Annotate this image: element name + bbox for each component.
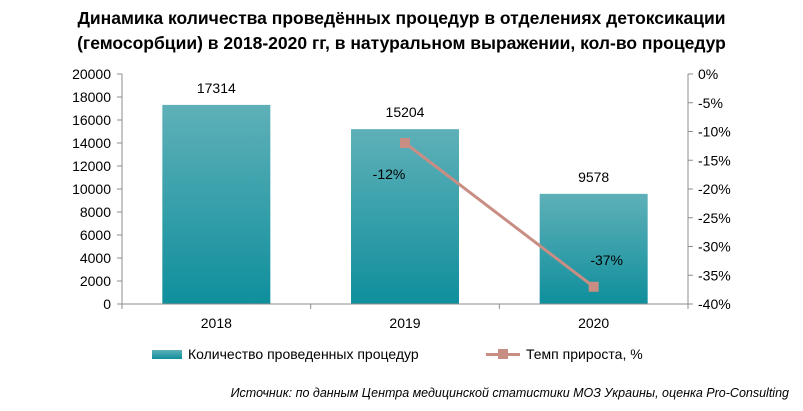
legend-item-bars: Количество проведенных процедур [152,346,419,362]
chart-title: Динамика количества проведённых процедур… [0,6,803,56]
x-tick-label-2020: 2020 [578,315,609,331]
y-right-tick-label: -5% [698,95,723,111]
bar-2018 [162,104,271,304]
y-left-tick-label: 20000 [72,66,111,82]
y-left-tick-label: 10000 [72,181,111,197]
y-left-tick-label: 2000 [80,273,111,289]
legend-line-swatch [486,348,520,360]
chart-plot: 17314 15204 9578 0 2000 4000 6000 8000 10000 1200… [72,66,731,331]
legend: Количество проведенных процедур Темп при… [0,346,803,370]
growth-rate-marker-2020 [588,281,599,292]
bar-label-2018: 17314 [197,80,236,96]
chart-title-line-2: (гемосорбции) в 2018-2020 гг, в натураль… [77,33,726,53]
x-tick-label-2018: 2018 [201,315,232,331]
source-note: Источник: по данным Центра медицинской с… [230,386,789,400]
y-left-tick-label: 8000 [80,204,111,220]
growth-rate-marker-2019 [400,138,410,148]
y-right-tick-label: -15% [698,152,731,168]
y-left-tick-label: 12000 [72,158,111,174]
chart-title-line-1: Динамика количества проведённых процедур… [77,8,726,28]
legend-bar-swatch [152,349,182,359]
y-left-tick-label: 14000 [72,135,111,151]
y-left-tick-label: 0 [103,296,111,312]
legend-item-line: Темп прироста, % [486,346,643,362]
legend-bar-label: Количество проведенных процедур [188,346,419,362]
y-right-tick-label: 0% [698,66,718,82]
y-right-tick-label: -20% [698,181,731,197]
y-left-tick-label: 16000 [72,112,111,128]
bar-label-2019: 15204 [386,104,425,120]
growth-rate-line [404,141,595,288]
y-left-tick-label: 6000 [80,227,111,243]
bar-label-2020: 9578 [578,169,609,185]
y-right-tick-label: -10% [698,124,731,140]
growth-rate-label-2020: -37% [590,252,623,268]
y-right-tick-label: -25% [698,210,731,226]
bar-2019 [351,129,459,304]
y-right-tick-label: -30% [698,239,731,255]
y-left-tick-label: 4000 [80,250,111,266]
y-right-tick-label: -35% [698,267,731,283]
y-right-tick-label: -40% [698,296,731,312]
legend-line-label: Темп прироста, % [526,346,643,362]
y-left-tick-label: 18000 [72,89,111,105]
growth-rate-label-2019: -12% [373,166,406,182]
x-tick-label-2019: 2019 [389,315,420,331]
